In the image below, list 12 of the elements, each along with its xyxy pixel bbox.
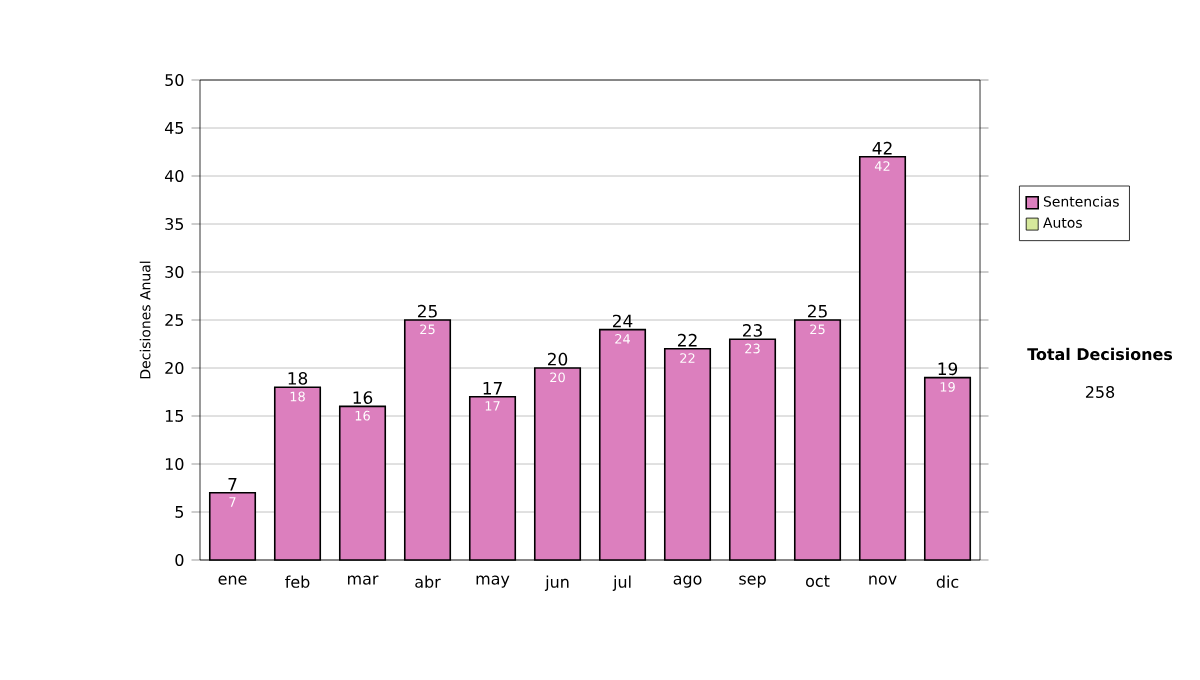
total-label: 19 (938, 362, 958, 376)
total-label: 17 (483, 382, 502, 395)
total-label: 18 (288, 372, 308, 385)
total-label: 25 (807, 304, 827, 318)
total-label: 23 (742, 324, 762, 337)
total-label: 22 (677, 333, 697, 347)
total-label: 7 (228, 478, 237, 491)
total-label: 25 (417, 304, 437, 318)
total-label: 42 (872, 141, 892, 155)
total-label: 24 (612, 314, 633, 328)
total-label: 16 (353, 391, 373, 405)
total-label: 20 (547, 352, 568, 366)
